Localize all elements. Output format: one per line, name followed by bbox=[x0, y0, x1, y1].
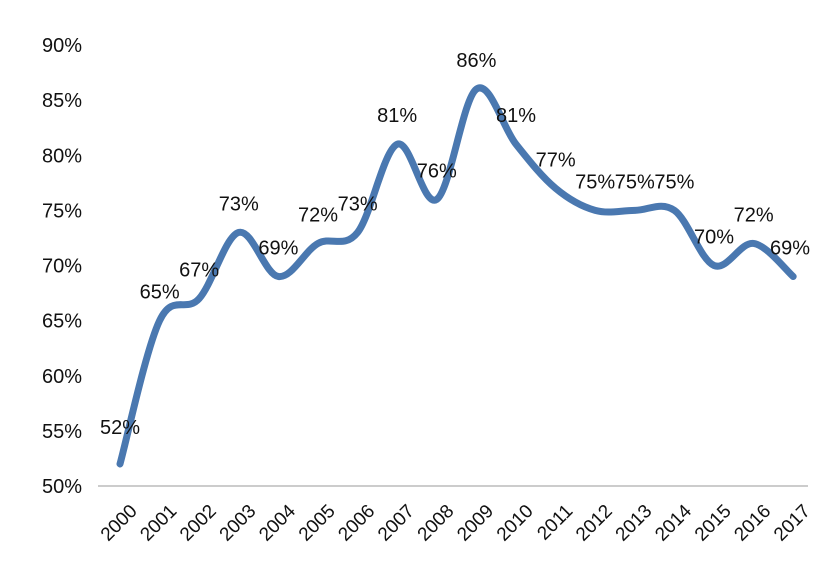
data-point bbox=[712, 264, 716, 268]
data-label: 76% bbox=[417, 160, 457, 182]
data-point bbox=[554, 186, 558, 190]
x-tick-label: 2007 bbox=[374, 501, 419, 546]
data-point bbox=[752, 241, 756, 245]
y-tick-label: 80% bbox=[42, 145, 82, 167]
data-label: 70% bbox=[694, 227, 734, 249]
data-point bbox=[593, 208, 597, 212]
x-tick-label: 2005 bbox=[295, 501, 340, 546]
x-tick-label: 2012 bbox=[572, 501, 617, 546]
data-label: 72% bbox=[298, 204, 338, 226]
data-label: 73% bbox=[338, 193, 378, 215]
series-layer bbox=[116, 84, 797, 468]
x-tick-label: 2006 bbox=[334, 501, 379, 546]
y-axis-ticks: 50% 55% 60% 65% 70% 75% 80% 85% 90% bbox=[42, 35, 82, 498]
x-axis-ticks: 2000200120022003200420052006200720082009… bbox=[97, 500, 815, 545]
x-tick-label: 2004 bbox=[255, 500, 300, 545]
x-tick-label: 2003 bbox=[216, 501, 261, 546]
data-labels: 52%65%67%73%69%72%73%81%76%86%81%77%75% 7… bbox=[100, 50, 810, 439]
data-label: 69% bbox=[770, 238, 810, 260]
data-label: 67% bbox=[179, 260, 219, 282]
data-point bbox=[158, 319, 162, 323]
data-point bbox=[356, 230, 360, 234]
data-point bbox=[276, 275, 280, 279]
y-tick-label: 70% bbox=[42, 256, 82, 278]
y-tick-label: 60% bbox=[42, 366, 82, 388]
x-tick-label: 2014 bbox=[651, 500, 696, 545]
data-point bbox=[118, 462, 122, 466]
data-label: 52% bbox=[100, 417, 140, 439]
x-tick-label: 2009 bbox=[453, 501, 498, 546]
y-tick-label: 55% bbox=[42, 421, 82, 443]
x-tick-label: 2013 bbox=[612, 501, 657, 546]
x-tick-label: 2001 bbox=[136, 501, 181, 546]
data-point bbox=[316, 241, 320, 245]
data-label: 81% bbox=[377, 105, 417, 127]
y-tick-label: 85% bbox=[42, 90, 82, 112]
x-tick-label: 2008 bbox=[414, 501, 459, 546]
x-tick-label: 2016 bbox=[730, 501, 775, 546]
x-tick-label: 2010 bbox=[493, 501, 538, 546]
data-label: 65% bbox=[140, 282, 180, 304]
data-point bbox=[633, 208, 637, 212]
data-label: 75% bbox=[654, 171, 694, 193]
data-label: 86% bbox=[456, 50, 496, 72]
data-label: 69% bbox=[258, 238, 298, 260]
data-point bbox=[474, 87, 478, 91]
data-point bbox=[791, 275, 795, 279]
data-point bbox=[197, 297, 201, 301]
data-label: 75% bbox=[615, 171, 655, 193]
x-tick-label: 2000 bbox=[97, 501, 142, 546]
y-tick-label: 65% bbox=[42, 311, 82, 333]
data-label: 77% bbox=[536, 149, 576, 171]
data-point bbox=[395, 142, 399, 146]
data-point bbox=[514, 142, 518, 146]
data-label: 72% bbox=[734, 204, 774, 226]
data-label: 73% bbox=[219, 193, 259, 215]
data-point bbox=[672, 208, 676, 212]
x-tick-label: 2002 bbox=[176, 501, 221, 546]
x-tick-label: 2017 bbox=[770, 501, 815, 546]
x-tick-label: 2011 bbox=[533, 501, 577, 545]
data-point bbox=[237, 230, 241, 234]
data-point bbox=[435, 197, 439, 201]
data-label: 81% bbox=[496, 105, 536, 127]
data-label: 75% bbox=[575, 171, 615, 193]
y-tick-label: 90% bbox=[42, 35, 82, 57]
x-tick-label: 2015 bbox=[691, 501, 736, 546]
series-line bbox=[116, 84, 797, 468]
y-tick-label: 75% bbox=[42, 200, 82, 222]
y-tick-label: 50% bbox=[42, 476, 82, 498]
